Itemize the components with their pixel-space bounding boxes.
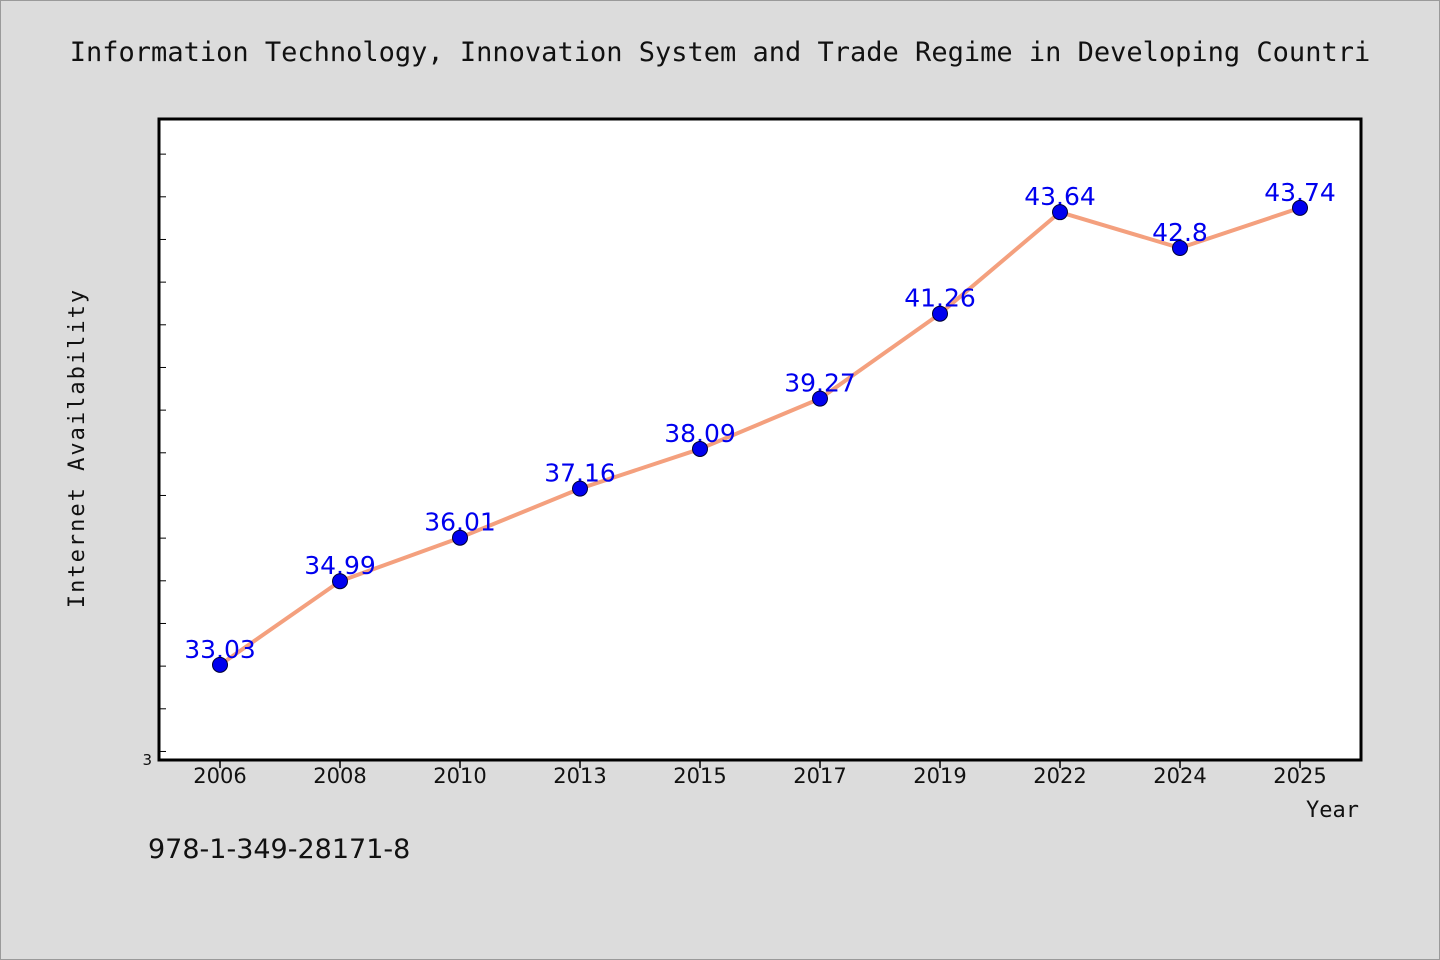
data-point (212, 656, 228, 673)
x-tick-label: 2024 (1153, 764, 1206, 788)
x-axis-label: Year (1306, 798, 1359, 823)
data-point (332, 573, 348, 590)
y-axis-label: Internet Availability (65, 288, 90, 608)
y-axis-ticks (160, 153, 166, 752)
x-tick-label: 2008 (313, 764, 366, 788)
data-labels: 33.0334.9936.0137.1638.0939.2741.2643.64… (184, 178, 1336, 664)
data-point (1172, 240, 1188, 256)
y-axis-tick-labels: 3 (142, 751, 152, 769)
x-tick-label: 2025 (1273, 764, 1326, 788)
x-tick-label: 2022 (1033, 764, 1086, 788)
x-tick-label: 2019 (913, 764, 966, 788)
plot-area (157, 117, 1363, 762)
x-tick-label: 2017 (793, 764, 846, 788)
data-point (572, 480, 588, 497)
data-point (812, 390, 828, 407)
x-tick-label: 2013 (553, 764, 606, 788)
x-axis-tick-labels: 2006 2008 2010 2013 2015 2017 2019 2022 2024 2025 (193, 764, 1326, 788)
y-tick-label: 3 (142, 751, 152, 769)
data-point (1052, 204, 1068, 221)
x-tick-label: 2006 (193, 764, 246, 788)
isbn-label: 978-1-349-28171-8 (148, 834, 411, 865)
data-point (452, 529, 468, 546)
series-line (218, 205, 1302, 667)
x-axis-ticks (219, 760, 1301, 768)
data-point (1292, 199, 1308, 216)
chart-title: Information Technology, Innovation Syste… (70, 37, 1370, 68)
x-tick-label: 2015 (673, 764, 726, 788)
data-point (932, 305, 948, 322)
data-point (692, 440, 708, 457)
data-markers (212, 199, 1308, 673)
x-tick-label: 2010 (433, 764, 486, 788)
